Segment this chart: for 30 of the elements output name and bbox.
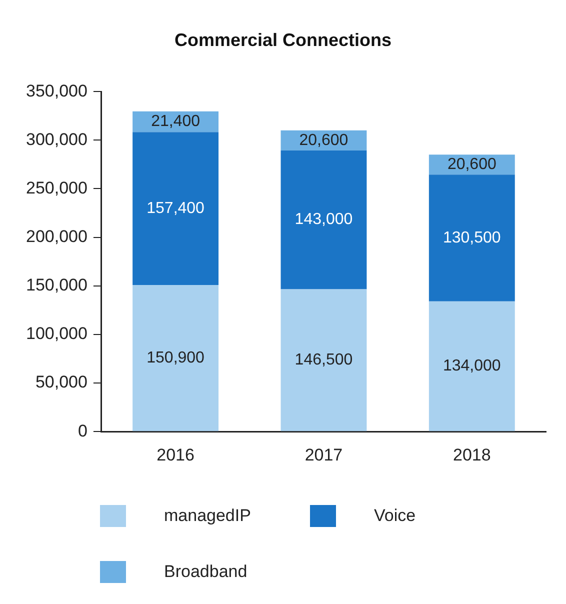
data-label: 130,500	[442, 229, 501, 246]
y-tick-label: 350,000	[26, 81, 88, 100]
bar	[132, 132, 219, 286]
data-label: 20,600	[299, 132, 348, 149]
y-tick-label: 250,000	[26, 178, 88, 198]
data-label: 150,900	[146, 349, 205, 366]
data-label: 157,400	[146, 200, 205, 217]
bar	[428, 174, 515, 302]
data-label: 143,000	[294, 211, 353, 228]
data-label: 146,500	[294, 352, 353, 369]
legend-label: Voice	[374, 506, 416, 526]
chart-title: Commercial Connections	[174, 30, 392, 50]
bar	[132, 285, 219, 432]
x-tick-label: 2016	[156, 445, 194, 464]
y-tick-label: 200,000	[26, 227, 88, 246]
x-tick-label: 2018	[452, 445, 491, 464]
y-tick-label: 300,000	[26, 130, 88, 149]
y-tick-label: 150,000	[26, 276, 88, 295]
data-label: 134,000	[442, 358, 501, 375]
bar	[428, 301, 515, 432]
y-tick-label: 50,000	[35, 372, 88, 392]
legend-label: Broadband	[164, 562, 248, 582]
y-tick-label: 0	[78, 421, 88, 440]
data-label: 20,600	[447, 156, 496, 174]
bar	[280, 289, 367, 432]
bar	[280, 150, 367, 290]
x-tick-label: 2017	[304, 445, 343, 464]
legend-label: managedIP	[164, 506, 251, 526]
y-tick-label: 100,000	[26, 324, 88, 344]
data-label: 21,400	[151, 113, 200, 130]
